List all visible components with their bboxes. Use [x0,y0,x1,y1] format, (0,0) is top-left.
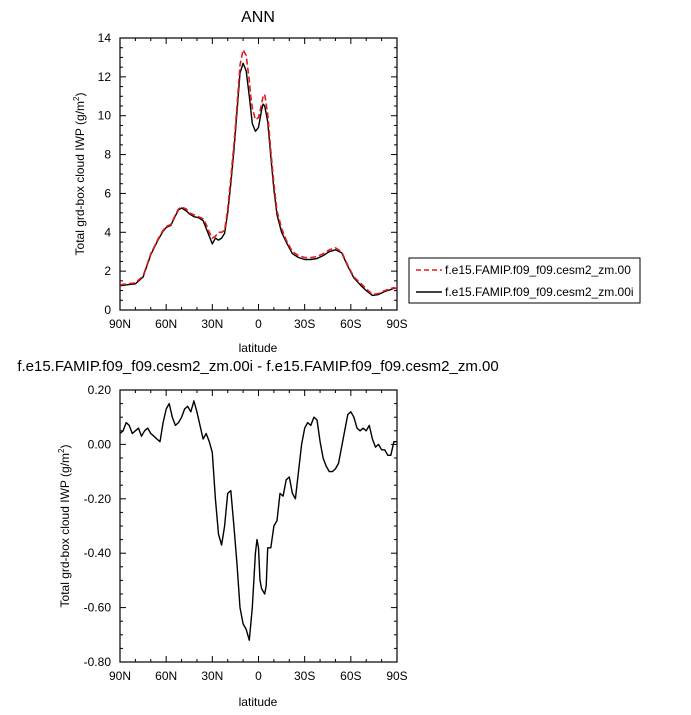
top-y-tick-label: 4 [104,225,111,239]
legend-label-model-00i: f.e15.FAMIP.f09_f09.cesm2_zm.00i [445,285,634,299]
bottom-series-line-0 [119,400,397,641]
bottom-chart-title: f.e15.FAMIP.f09_f09.cesm2_zm.00i - f.e15… [17,358,498,375]
top-y-axis-label: Total grd-box cloud IWP (g/m2) [72,93,87,256]
top-x-tick-label: 60N [155,317,177,331]
top-panel: ANN 90N 60N 30N 0 30S 60S 90S 0 2 4 6 8 10 12 14 latit… [72,9,408,355]
top-y-tick-label: 12 [98,70,112,84]
bottom-y-axis-label: Total grd-box cloud IWP (g/m2) [57,445,72,608]
top-x-tick-label: 90N [109,317,131,331]
bottom-x-tick-label: 30S [294,669,315,683]
top-x-tick-label: 60S [340,317,361,331]
bottom-y-tick-label: -0.60 [84,601,112,615]
bottom-axis-ticks: 90N 60N 30N 0 30S 60S 90S -0.80 -0.60 -0.40 -0.20 0… [84,383,408,683]
bottom-x-axis-label: latitude [239,695,278,709]
bottom-x-tick-label: 30N [201,669,223,683]
legend-box [408,257,641,304]
top-y-tick-label: 6 [104,186,111,200]
legend: f.e15.FAMIP.f09_f09.cesm2_zm.00 f.e15.FA… [408,257,641,304]
top-chart-title: ANN [241,9,275,26]
top-x-tick-label: 0 [255,317,262,331]
top-x-axis-label: latitude [239,341,278,355]
bottom-series-group [119,400,397,641]
top-y-tick-label: 14 [98,31,112,45]
top-y-tick-label: 0 [104,303,111,317]
top-x-tick-label: 30S [294,317,315,331]
bottom-panel: f.e15.FAMIP.f09_f09.cesm2_zm.00i - f.e15… [17,358,498,709]
legend-label-model-00: f.e15.FAMIP.f09_f09.cesm2_zm.00 [445,263,631,277]
bottom-x-tick-label: 60S [340,669,361,683]
top-y-tick-label: 2 [104,264,111,278]
bottom-y-tick-label: 0.00 [88,437,112,451]
bottom-x-tick-label: 90N [109,669,131,683]
top-series-line-0 [119,62,398,297]
bottom-x-tick-label: 60N [155,669,177,683]
top-x-tick-label: 30N [201,317,223,331]
top-y-tick-label: 10 [98,109,112,123]
bottom-y-tick-label: 0.20 [88,383,112,397]
top-series-line-1 [119,48,398,296]
top-plot-frame [119,37,398,311]
bottom-y-tick-label: -0.80 [84,655,112,669]
bottom-x-tick-label: 90S [386,669,407,683]
bottom-y-tick-label: -0.40 [84,546,112,560]
top-x-tick-label: 90S [386,317,407,331]
bottom-y-tick-label: -0.20 [84,492,112,506]
top-y-tick-label: 8 [104,148,111,162]
bottom-x-tick-label: 0 [255,669,262,683]
top-axis-ticks: 90N 60N 30N 0 30S 60S 90S 0 2 4 6 8 10 12 14 [98,31,408,331]
top-series-group [119,48,398,297]
